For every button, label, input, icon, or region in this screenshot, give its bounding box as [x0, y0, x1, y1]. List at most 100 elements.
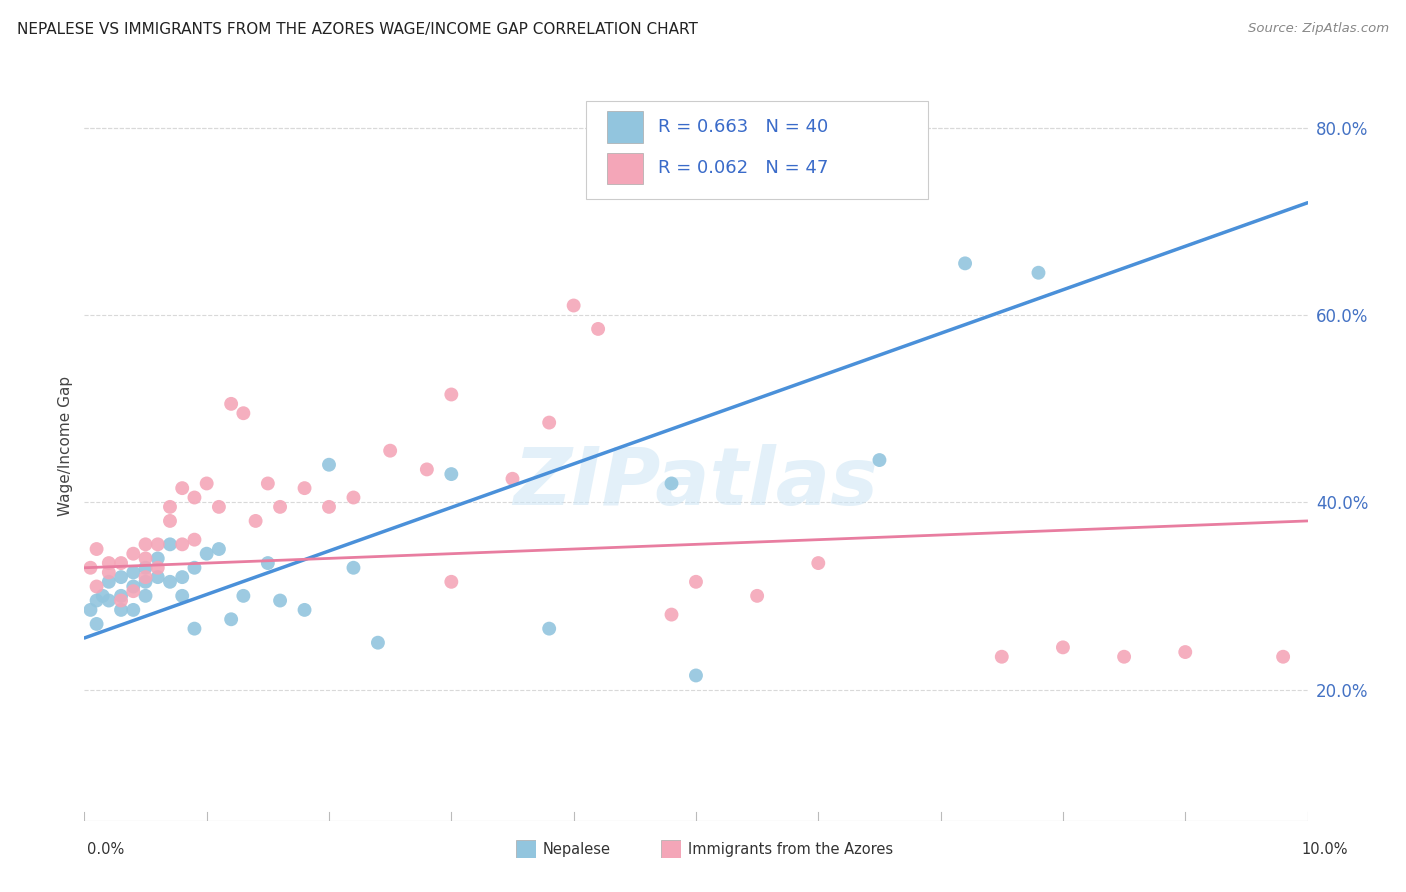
Point — [110, 593, 132, 607]
Point — [685, 668, 707, 682]
Point — [342, 491, 364, 505]
Point — [135, 574, 157, 589]
Point — [159, 574, 181, 589]
Point — [257, 556, 280, 570]
Point — [538, 416, 561, 430]
Point — [122, 566, 145, 580]
Point — [135, 551, 157, 566]
Point — [135, 561, 157, 575]
Text: Source: ZipAtlas.com: Source: ZipAtlas.com — [1249, 22, 1389, 36]
Point — [661, 607, 683, 622]
Text: R = 0.062   N = 47: R = 0.062 N = 47 — [658, 160, 828, 178]
FancyBboxPatch shape — [606, 112, 644, 143]
Point — [1174, 645, 1197, 659]
Point — [416, 462, 439, 476]
Point — [991, 649, 1014, 664]
Point — [586, 322, 609, 336]
Point — [183, 491, 205, 505]
Text: 0.0%: 0.0% — [87, 842, 124, 856]
Point — [159, 537, 181, 551]
Point — [172, 481, 194, 495]
Point — [807, 556, 830, 570]
Point — [219, 612, 242, 626]
Point — [318, 458, 340, 472]
Point — [86, 617, 108, 632]
Point — [502, 472, 524, 486]
Point — [367, 635, 389, 649]
Point — [1052, 640, 1074, 655]
Text: Immigrants from the Azores: Immigrants from the Azores — [688, 842, 893, 856]
Point — [79, 561, 101, 575]
Point — [232, 589, 254, 603]
Point — [122, 603, 145, 617]
Point — [685, 574, 707, 589]
Point — [195, 547, 218, 561]
Point — [538, 622, 561, 636]
Point — [172, 589, 194, 603]
Point — [86, 542, 108, 557]
Point — [342, 561, 364, 575]
Point — [183, 533, 205, 547]
Point — [318, 500, 340, 514]
Text: Nepalese: Nepalese — [543, 842, 610, 856]
Y-axis label: Wage/Income Gap: Wage/Income Gap — [58, 376, 73, 516]
Point — [1028, 266, 1050, 280]
Point — [195, 476, 218, 491]
Point — [1114, 649, 1136, 664]
Point — [208, 500, 231, 514]
Point — [219, 397, 242, 411]
Point — [122, 580, 145, 594]
Point — [183, 622, 205, 636]
Point — [110, 589, 132, 603]
Point — [135, 537, 157, 551]
Point — [146, 561, 169, 575]
Point — [110, 570, 132, 584]
Point — [562, 299, 585, 313]
Point — [661, 476, 683, 491]
Point — [159, 514, 181, 528]
Point — [172, 570, 194, 584]
Point — [122, 547, 145, 561]
Point — [953, 256, 976, 270]
Point — [110, 603, 132, 617]
Point — [110, 556, 132, 570]
Point — [86, 580, 108, 594]
Point — [294, 603, 316, 617]
Point — [440, 387, 463, 401]
Point — [135, 570, 157, 584]
Point — [245, 514, 267, 528]
Point — [97, 593, 120, 607]
Point — [97, 566, 120, 580]
Point — [747, 589, 769, 603]
Text: NEPALESE VS IMMIGRANTS FROM THE AZORES WAGE/INCOME GAP CORRELATION CHART: NEPALESE VS IMMIGRANTS FROM THE AZORES W… — [17, 22, 697, 37]
Point — [86, 593, 108, 607]
Point — [232, 406, 254, 420]
Point — [294, 481, 316, 495]
Point — [183, 561, 205, 575]
Point — [172, 537, 194, 551]
Point — [269, 593, 291, 607]
Point — [269, 500, 291, 514]
FancyBboxPatch shape — [606, 153, 644, 185]
Point — [146, 551, 169, 566]
Point — [440, 574, 463, 589]
Text: 10.0%: 10.0% — [1301, 842, 1348, 856]
Point — [97, 574, 120, 589]
Point — [1272, 649, 1295, 664]
Point — [380, 443, 402, 458]
Point — [440, 467, 463, 482]
FancyBboxPatch shape — [586, 102, 928, 199]
Point — [869, 453, 891, 467]
Point — [135, 589, 157, 603]
Point — [159, 500, 181, 514]
Point — [146, 537, 169, 551]
Point — [91, 589, 114, 603]
Point — [208, 542, 231, 557]
Text: ZIPatlas: ZIPatlas — [513, 444, 879, 523]
Text: R = 0.663   N = 40: R = 0.663 N = 40 — [658, 118, 828, 136]
Point — [79, 603, 101, 617]
Point — [146, 570, 169, 584]
Point — [97, 556, 120, 570]
Point — [122, 584, 145, 599]
Point — [257, 476, 280, 491]
